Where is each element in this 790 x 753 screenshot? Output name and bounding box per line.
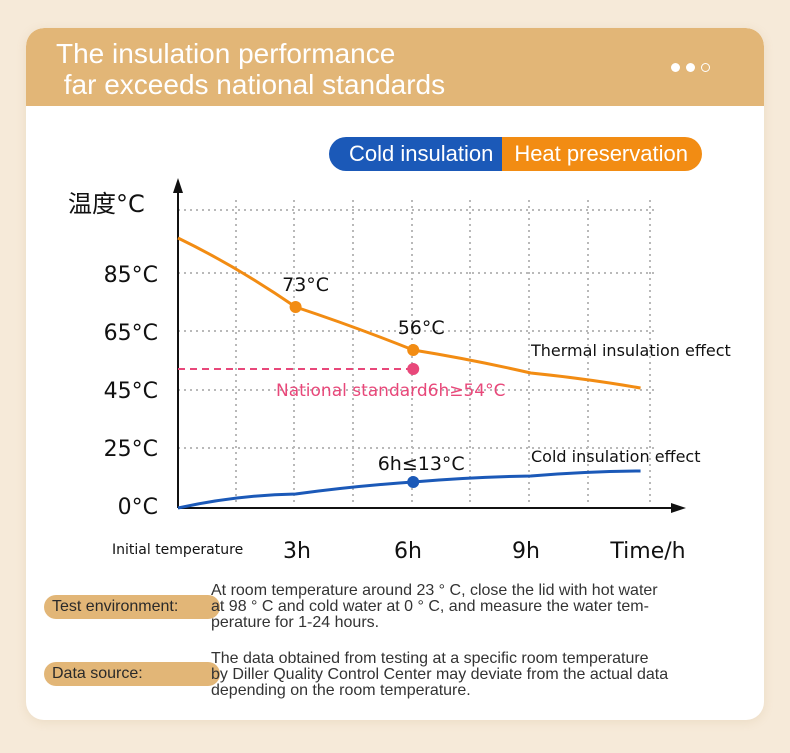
cold-insulation-tab[interactable]: Cold insulation bbox=[329, 137, 503, 171]
card: The insulation performance far exceeds n… bbox=[26, 28, 764, 720]
chart-axes bbox=[173, 178, 686, 513]
heat-data-label: 73°C bbox=[282, 274, 329, 296]
cold-data-label: 6h≤13°C bbox=[378, 453, 465, 475]
y-tick-label: 25°C bbox=[104, 437, 158, 462]
x-axis-arrow bbox=[671, 503, 686, 513]
test-environment-text: At room temperature around 23 ° C, close… bbox=[211, 583, 731, 631]
test-environment-label: Test environment: bbox=[44, 595, 220, 619]
y-tick-label: 45°C bbox=[104, 379, 158, 404]
heat-data-label: 56°C bbox=[398, 317, 445, 339]
carousel-dots[interactable] bbox=[671, 63, 710, 72]
reference-line-group: National standard6h≥54°C bbox=[178, 363, 505, 401]
carousel-dot-1[interactable] bbox=[671, 63, 680, 72]
x-tick-label: 9h bbox=[512, 539, 540, 564]
cold-series-line bbox=[177, 469, 641, 510]
chart-labels: 温度°C 85°C 65°C 45°C 25°C 0°C Initial temperatu… bbox=[68, 190, 731, 564]
data-source-text: The data obtained from testing at a spec… bbox=[211, 651, 731, 699]
note-line: at 98 ° C and cold water at 0 ° C, and m… bbox=[211, 598, 649, 615]
note-line: depending on the room temperature. bbox=[211, 682, 471, 699]
cold-data-point bbox=[407, 476, 420, 488]
carousel-dot-2[interactable] bbox=[686, 63, 695, 72]
chart-grid bbox=[178, 200, 656, 506]
note-line: by Diller Quality Control Center may dev… bbox=[211, 666, 669, 683]
heat-series-name: Thermal insulation effect bbox=[530, 341, 731, 360]
series-group bbox=[177, 236, 641, 510]
y-tick-label: 65°C bbox=[104, 321, 158, 346]
temperature-chart: National standard6h≥54°C 温度°C 85°C 65°C 45°… bbox=[68, 178, 731, 564]
cold-series-name: Cold insulation effect bbox=[531, 447, 700, 466]
y-tick-label: 85°C bbox=[104, 263, 158, 288]
mode-toggle[interactable]: Cold insulation Heat preservation bbox=[329, 137, 702, 171]
page-title: The insulation performance far exceeds n… bbox=[56, 38, 446, 100]
y-tick-label: 0°C bbox=[118, 495, 158, 520]
x-tick-label: 6h bbox=[394, 539, 422, 564]
national-standard-point bbox=[407, 363, 420, 375]
note-line: perature for 1-24 hours. bbox=[211, 614, 380, 631]
y-axis-arrow bbox=[173, 178, 183, 193]
y-axis-label: 温度°C bbox=[68, 190, 145, 218]
heat-preservation-tab[interactable]: Heat preservation bbox=[502, 137, 702, 171]
x-axis-label: Time/h bbox=[609, 539, 685, 564]
heat-data-point bbox=[289, 301, 302, 313]
carousel-dot-3[interactable] bbox=[701, 63, 710, 72]
heat-data-point bbox=[407, 344, 420, 356]
x-tick-label: 3h bbox=[283, 539, 311, 564]
note-line: At room temperature around 23 ° C, close… bbox=[211, 582, 658, 599]
header-banner: The insulation performance far exceeds n… bbox=[26, 28, 764, 106]
x-tick-label: Initial temperature bbox=[112, 542, 243, 558]
data-source-label: Data source: bbox=[44, 662, 220, 686]
national-standard-label: National standard6h≥54°C bbox=[276, 381, 505, 401]
note-line: The data obtained from testing at a spec… bbox=[211, 650, 649, 667]
